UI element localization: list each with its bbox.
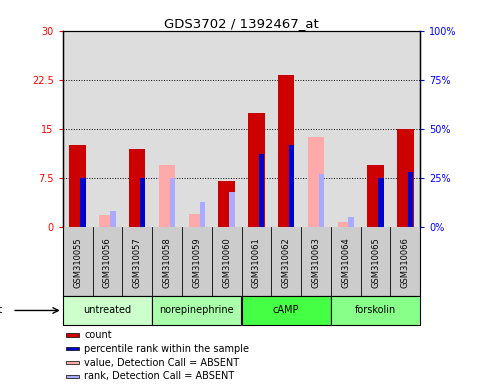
Text: GSM310060: GSM310060	[222, 237, 231, 288]
Text: cAMP: cAMP	[273, 305, 299, 316]
Text: value, Detection Call = ABSENT: value, Detection Call = ABSENT	[84, 358, 240, 367]
Text: GSM310059: GSM310059	[192, 237, 201, 288]
Bar	[229, 192, 235, 227]
Bar	[159, 165, 175, 227]
Bar	[331, 296, 420, 324]
Bar	[278, 75, 294, 227]
Text: GSM310055: GSM310055	[73, 237, 82, 288]
Text: GSM310062: GSM310062	[282, 237, 291, 288]
Bar	[348, 217, 354, 227]
Bar	[80, 178, 85, 227]
Bar	[289, 145, 294, 227]
Bar	[368, 165, 384, 227]
Bar	[66, 333, 79, 337]
Title: GDS3702 / 1392467_at: GDS3702 / 1392467_at	[164, 17, 319, 30]
Bar	[378, 178, 384, 227]
Bar	[199, 202, 205, 227]
Bar	[152, 296, 242, 324]
Bar	[308, 137, 324, 227]
Text: GSM310064: GSM310064	[341, 237, 350, 288]
Bar	[248, 113, 265, 227]
Text: percentile rank within the sample: percentile rank within the sample	[84, 344, 249, 354]
Bar	[170, 178, 175, 227]
Bar	[63, 296, 152, 324]
Text: GSM310061: GSM310061	[252, 237, 261, 288]
Bar	[242, 296, 331, 324]
Bar	[338, 222, 354, 227]
Bar	[66, 361, 79, 364]
Text: GSM310056: GSM310056	[103, 237, 112, 288]
Text: rank, Detection Call = ABSENT: rank, Detection Call = ABSENT	[84, 371, 234, 381]
Text: GSM310066: GSM310066	[401, 237, 410, 288]
Bar	[218, 181, 235, 227]
Bar	[70, 145, 86, 227]
Bar	[189, 214, 205, 227]
Bar	[408, 172, 413, 227]
Bar	[229, 192, 235, 227]
Text: GSM310057: GSM310057	[133, 237, 142, 288]
Text: GSM310058: GSM310058	[163, 237, 171, 288]
Text: GSM310063: GSM310063	[312, 237, 320, 288]
Bar	[319, 174, 324, 227]
Bar	[140, 178, 145, 227]
Text: agent: agent	[0, 305, 3, 316]
Bar	[66, 347, 79, 351]
Bar	[259, 154, 264, 227]
Bar	[66, 375, 79, 378]
Text: norepinephrine: norepinephrine	[159, 305, 234, 316]
Text: forskolin: forskolin	[355, 305, 396, 316]
Text: GSM310065: GSM310065	[371, 237, 380, 288]
Bar	[397, 129, 413, 227]
Bar	[99, 215, 115, 227]
Bar	[110, 211, 115, 227]
Text: untreated: untreated	[84, 305, 131, 316]
Text: count: count	[84, 330, 112, 340]
Bar	[129, 149, 145, 227]
